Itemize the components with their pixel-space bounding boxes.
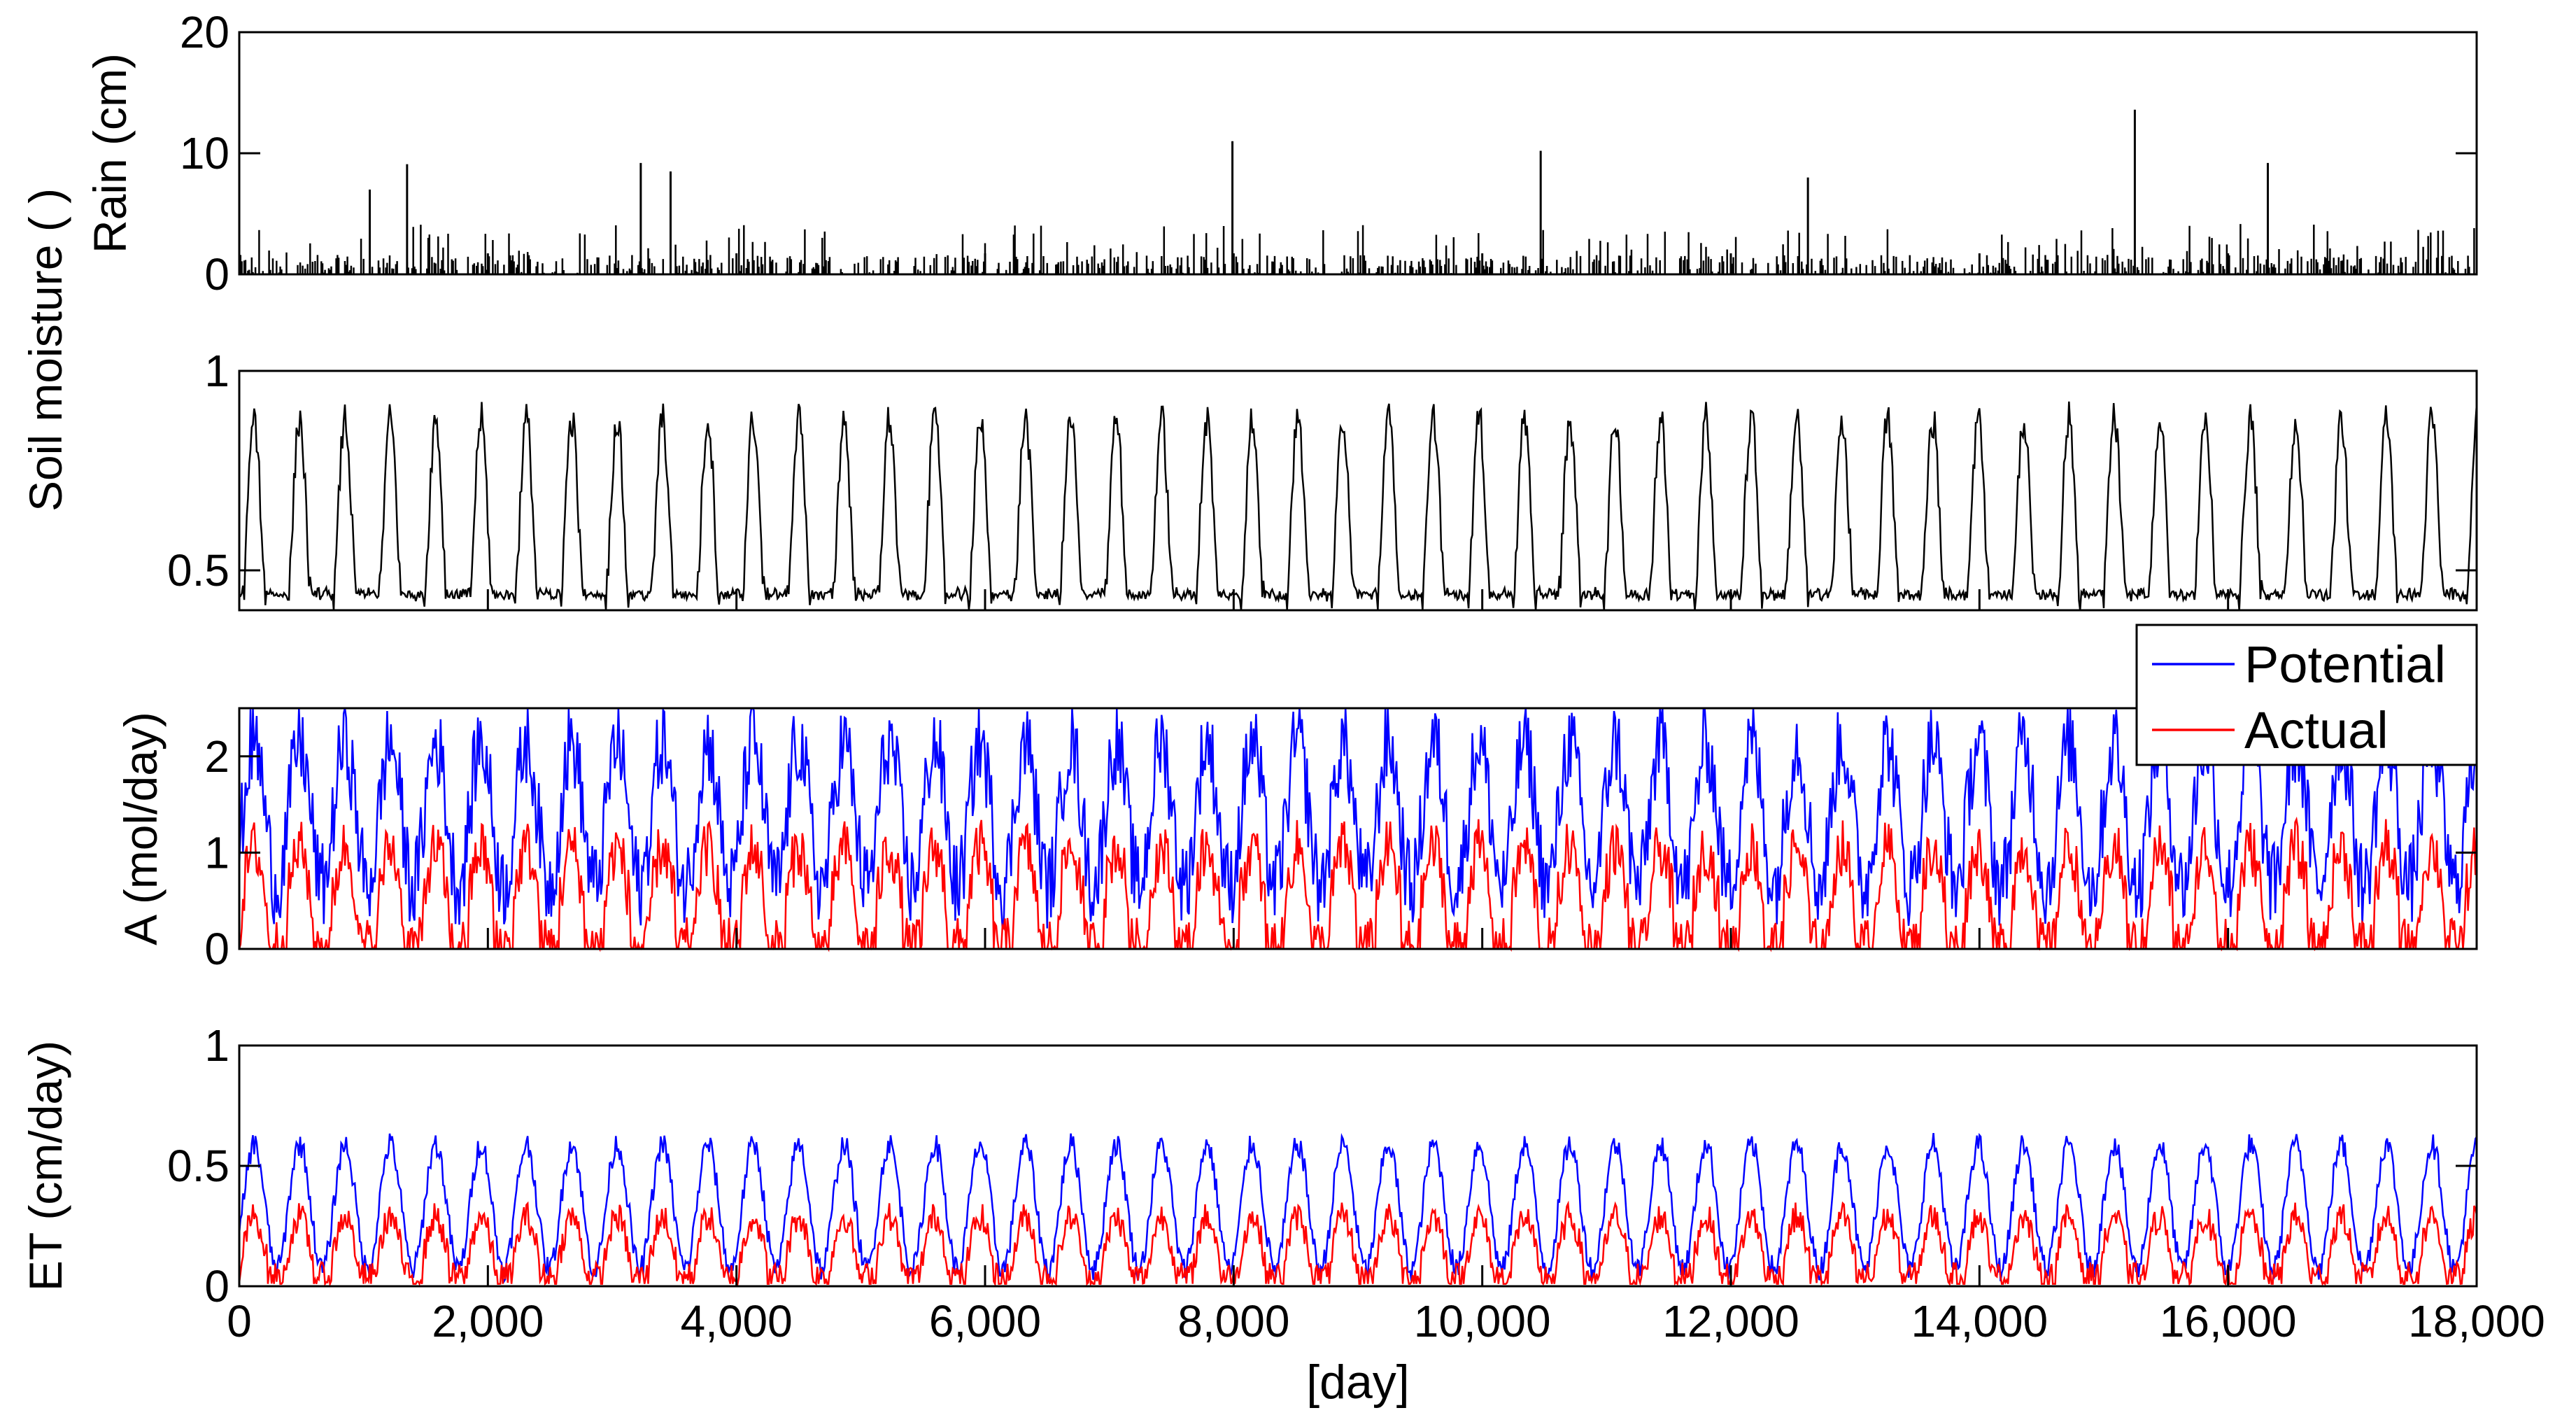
ytick-label: 0 [204, 924, 229, 974]
axes-box [238, 369, 2478, 612]
ytick-label: 0.5 [167, 545, 229, 596]
soil-moisture-series [239, 401, 2478, 611]
actual-et-series [238, 1200, 2478, 1288]
legend-box [2135, 624, 2478, 766]
xtick-label: 12,000 [1662, 1296, 1799, 1346]
xtick-label: 4,000 [681, 1296, 793, 1346]
axes-box [238, 707, 2478, 950]
rain-series [238, 224, 2478, 274]
legend: Potential Actual [2135, 624, 2478, 766]
legend-label-actual: Actual [2244, 701, 2389, 759]
axes-box [238, 1044, 2478, 1288]
y-axis-label: Soil moisture ( ) [20, 188, 71, 512]
ytick-label: 2 [204, 731, 229, 782]
legend-label-potential: Potential [2244, 635, 2446, 694]
ytick-label: 1 [204, 346, 229, 396]
panel-et: 0 0.5 1 0 2,000 4,000 6,000 8,000 10,000 12,000 14… [20, 1020, 2545, 1409]
xtick-label: 8,000 [1177, 1296, 1289, 1346]
panel-assimilation: 0 1 2 A (mol/day) Potential Actual [115, 624, 2478, 974]
xtick-label: 2,000 [432, 1296, 544, 1346]
potential-et-series [238, 1132, 2478, 1284]
ytick-label: 1 [204, 1020, 229, 1071]
xtick-label: 6,000 [929, 1296, 1041, 1346]
ytick-label: 20 [180, 7, 229, 57]
ytick-label: 0 [204, 249, 229, 300]
y-axis-label: A (mol/day) [115, 712, 167, 945]
potential-series [238, 707, 2478, 929]
x-axis-label: [day] [1306, 1356, 1409, 1409]
y-axis-label: ET (cm/day) [20, 1041, 71, 1291]
y-axis-label: Rain (cm) [84, 53, 136, 253]
xtick-label: 10,000 [1414, 1296, 1551, 1346]
xtick-label: 14,000 [1911, 1296, 2048, 1346]
xtick-label: 16,000 [2160, 1296, 2297, 1346]
panel-soil_moisture: 0.5 1 Soil moisture ( ) [20, 188, 2478, 612]
ytick-label: 0 [204, 1261, 229, 1311]
panel-rain: 0 10 20 Rain (cm) [84, 7, 2478, 300]
xtick-label: 18,000 [2408, 1296, 2545, 1346]
xtick-label: 0 [227, 1296, 252, 1346]
ytick-label: 1 [204, 827, 229, 878]
ytick-label: 10 [180, 128, 229, 178]
ytick-label: 0.5 [167, 1141, 229, 1191]
